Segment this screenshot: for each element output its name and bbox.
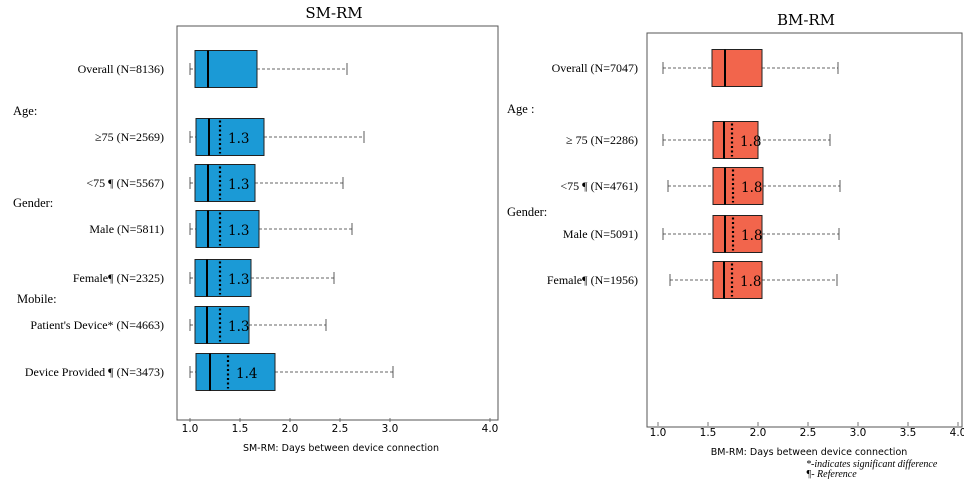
footnote-significance: *-indicates significant difference	[806, 459, 938, 470]
sm-rm-row-label: ≥75 (N=2569)	[95, 130, 164, 144]
footnote-reference: ¶- Reference	[806, 469, 857, 479]
bm-rm-x-tick-label: 3.0	[850, 427, 867, 439]
sm-rm-panel: SM-RM Age: Gender: Mobile: Overall (N=81…	[13, 4, 499, 454]
sm-rm-box	[195, 210, 260, 248]
sm-rm-mean-label: 1.3	[228, 319, 249, 335]
bm-rm-row-label: Female¶ (N=1956)	[547, 273, 638, 287]
sm-rm-row: Male (N=5811) 1.3	[89, 210, 353, 248]
sm-rm-row: Overall (N=8136)	[78, 50, 348, 88]
bm-rm-panel: BM-RM Age : Gender: Overall (N=7047) ≥ 75…	[507, 11, 964, 458]
bm-rm-plot-frame	[646, 32, 963, 428]
sm-rm-row-label: <75 ¶ (N=5567)	[86, 176, 164, 190]
bm-rm-row-label: Male (N=5091)	[563, 227, 638, 241]
bm-rm-group-age: Age :	[507, 102, 534, 116]
bm-rm-row: ≥ 75 (N=2286) 1.8	[566, 121, 831, 159]
sm-rm-row: Female¶ (N=2325) 1.3	[73, 259, 335, 297]
sm-rm-box	[194, 306, 250, 344]
sm-rm-row-label: Device Provided ¶ (N=3473)	[25, 365, 164, 379]
bm-rm-box	[711, 49, 763, 87]
sm-rm-group-gender: Gender:	[13, 196, 53, 210]
sm-rm-group-mobile: Mobile:	[17, 292, 57, 306]
bm-rm-x-tick-label: 2.5	[800, 427, 817, 439]
bm-rm-mean-label: 1.8	[741, 180, 762, 196]
sm-rm-x-tick-label: 1.5	[232, 423, 249, 435]
sm-rm-x-tick-label: 2.0	[282, 423, 299, 435]
sm-rm-mean-label: 1.3	[228, 223, 249, 239]
sm-rm-plot-frame	[176, 25, 499, 421]
bm-rm-row-label: Overall (N=7047)	[552, 61, 638, 75]
bm-rm-title: BM-RM	[777, 11, 835, 29]
sm-rm-mean-label: 1.3	[228, 177, 249, 193]
sm-rm-rows: Overall (N=8136)≥75 (N=2569) 1.3<75 ¶ (N=…	[25, 50, 394, 391]
bm-rm-rows: Overall (N=7047)≥ 75 (N=2286) 1.8<75 ¶ (N…	[547, 49, 841, 299]
bm-rm-row: Overall (N=7047)	[552, 49, 839, 87]
sm-rm-mean-label: 1.3	[228, 272, 249, 288]
bm-rm-mean-label: 1.8	[740, 134, 761, 150]
sm-rm-row: Device Provided ¶ (N=3473) 1.4	[25, 353, 394, 391]
bm-rm-group-gender: Gender:	[507, 205, 547, 219]
sm-rm-x-axis: 1.0 1.5 2.0 2.5 3.0 4.0	[182, 418, 499, 435]
bm-rm-row-label: ≥ 75 (N=2286)	[566, 133, 638, 147]
sm-rm-x-tick-label: 1.0	[182, 423, 199, 435]
sm-rm-mean-label: 1.3	[228, 131, 249, 147]
bm-rm-x-tick-label: 1.0	[650, 427, 667, 439]
bm-rm-x-tick-label: 4.0	[950, 427, 964, 439]
sm-rm-row-label: Patient's Device* (N=4663)	[30, 318, 164, 332]
sm-rm-row: ≥75 (N=2569) 1.3	[95, 118, 365, 156]
bm-rm-x-tick-label: 3.5	[900, 427, 917, 439]
bm-rm-row: <75 ¶ (N=4761) 1.8	[560, 167, 841, 205]
bm-rm-row: Female¶ (N=1956) 1.8	[547, 261, 838, 299]
sm-rm-box	[194, 164, 256, 202]
sm-rm-box	[195, 118, 265, 156]
bm-rm-x-axis-label: BM-RM: Days between device connection	[711, 447, 908, 458]
bm-rm-x-axis: 1.0 1.5 2.0 2.5 3.0 3.5 4.0	[650, 422, 964, 439]
sm-rm-title: SM-RM	[305, 4, 362, 22]
bm-rm-box	[712, 261, 763, 299]
sm-rm-row-label: Male (N=5811)	[89, 222, 164, 236]
bm-rm-row-label: <75 ¶ (N=4761)	[560, 179, 638, 193]
bm-rm-box	[712, 121, 759, 159]
sm-rm-row: <75 ¶ (N=5567) 1.3	[86, 164, 344, 202]
sm-rm-group-age: Age:	[13, 104, 37, 118]
bm-rm-row: Male (N=5091) 1.8	[563, 215, 840, 253]
bm-rm-mean-label: 1.8	[740, 274, 761, 290]
bm-rm-box	[712, 215, 763, 253]
bm-rm-x-tick-label: 2.0	[750, 427, 767, 439]
sm-rm-box	[194, 259, 252, 297]
bm-rm-mean-label: 1.8	[741, 228, 762, 244]
sm-rm-x-tick-label: 2.5	[332, 423, 349, 435]
sm-rm-x-tick-label: 3.0	[382, 423, 399, 435]
sm-rm-mean-label: 1.4	[236, 366, 257, 382]
sm-rm-row-label: Overall (N=8136)	[78, 62, 164, 76]
sm-rm-row-label: Female¶ (N=2325)	[73, 271, 164, 285]
sm-rm-row: Patient's Device* (N=4663) 1.3	[30, 306, 327, 344]
sm-rm-x-axis-label: SM-RM: Days between device connection	[243, 443, 439, 454]
bm-rm-box	[712, 167, 764, 205]
sm-rm-x-tick-label: 4.0	[482, 423, 499, 435]
sm-rm-box	[194, 50, 258, 88]
bm-rm-x-tick-label: 1.5	[700, 427, 717, 439]
